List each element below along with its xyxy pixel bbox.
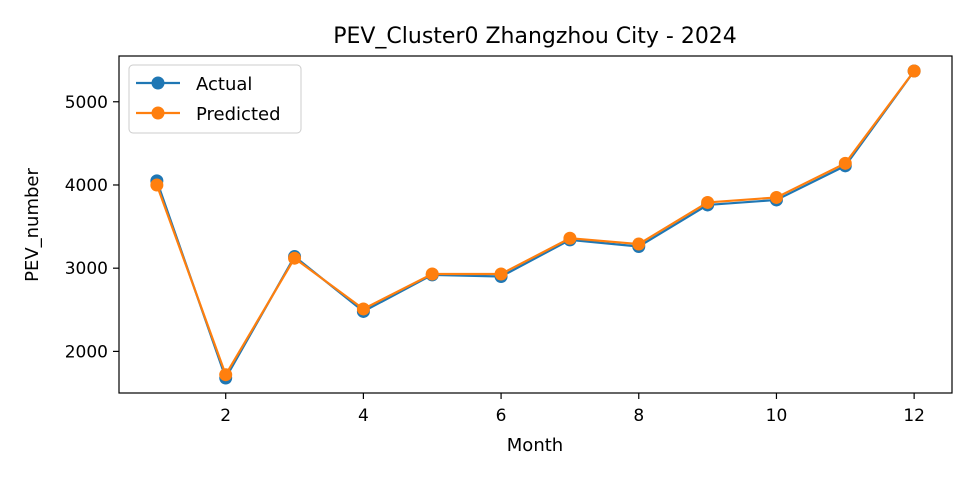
data-point-predicted: [150, 178, 164, 192]
data-point-predicted: [563, 231, 577, 245]
plot-area-frame: [118, 55, 953, 394]
data-point-predicted: [632, 237, 646, 251]
x-tick-label: 12: [903, 406, 925, 426]
y-tick-label: 4000: [65, 176, 108, 196]
data-point-predicted: [769, 190, 783, 204]
data-point-predicted: [838, 156, 852, 170]
x-tick-label: 4: [358, 406, 369, 426]
y-tick-label: 2000: [65, 342, 108, 362]
x-tick-label: 10: [766, 406, 788, 426]
y-tick-label: 5000: [65, 93, 108, 113]
legend-label-predicted: Predicted: [196, 104, 281, 125]
data-point-predicted: [219, 368, 233, 382]
data-point-predicted: [701, 195, 715, 209]
series-line-predicted: [155, 70, 916, 376]
data-point-predicted: [494, 267, 508, 281]
y-tick-label: 3000: [65, 259, 108, 279]
x-axis-label: Month: [507, 435, 563, 456]
x-tick-label: 2: [220, 406, 231, 426]
y-axis-label: PEV_number: [22, 168, 43, 282]
series-layer: [150, 64, 921, 385]
axis-ticks: 2 4 6 8 10 12 2000 3000 4000 5000: [65, 93, 925, 426]
legend-label-actual: Actual: [196, 74, 252, 95]
x-tick-label: 8: [633, 406, 644, 426]
legend-swatch-actual-marker: [151, 76, 165, 90]
data-point-predicted: [356, 302, 370, 316]
legend-swatch-predicted-marker: [151, 106, 165, 120]
chart-title: PEV_Cluster0 Zhangzhou City - 2024: [333, 24, 737, 49]
data-point-predicted: [907, 64, 921, 78]
data-point-predicted: [425, 267, 439, 281]
legend: Actual Predicted: [128, 64, 302, 134]
x-tick-label: 6: [496, 406, 507, 426]
data-point-predicted: [288, 251, 302, 265]
